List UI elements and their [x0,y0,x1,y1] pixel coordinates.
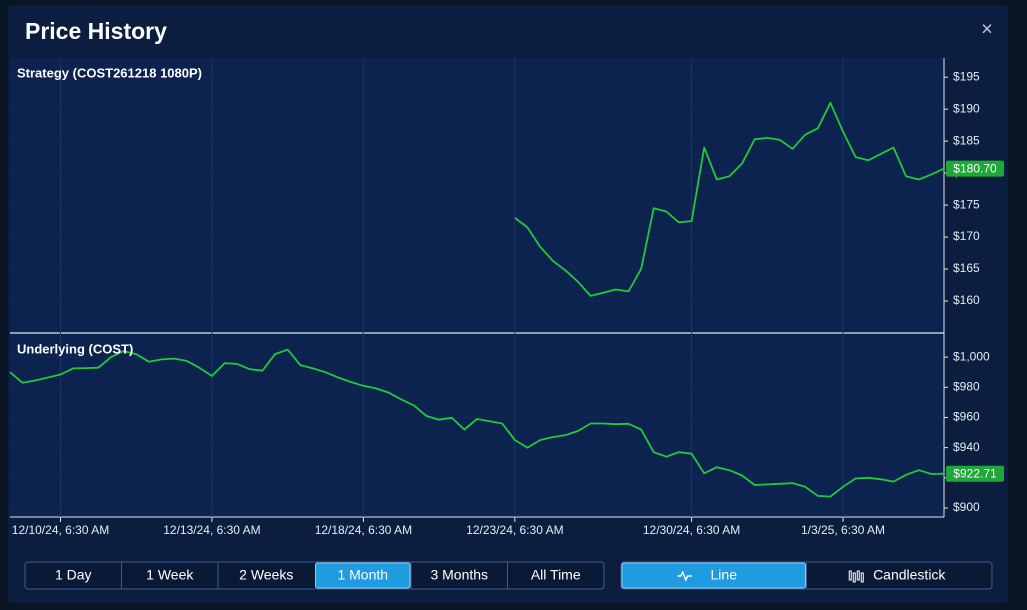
y-tick-label: $960 [953,410,980,424]
price-tag-label: $180.70 [953,161,997,175]
price-tag [946,465,1004,482]
x-tick-label: 12/23/24, 6:30 AM [466,523,563,537]
x-tick-label: 12/18/24, 6:30 AM [315,523,412,537]
button-active[interactable] [315,562,411,589]
y-tick-label: $1,000 [953,349,990,363]
x-tick-label: 12/30/24, 6:30 AM [643,523,740,537]
button-label[interactable]: 1 Month [337,567,388,583]
y-tick-label: $175 [953,197,980,211]
plot-area [10,58,944,517]
candle-icon [852,572,856,583]
y-tick-label: $195 [953,69,980,83]
candle-icon [856,570,860,581]
y-tick-label: $900 [953,500,980,514]
y-tick-label: $160 [953,293,980,307]
x-tick-label: 1/3/25, 6:30 AM [801,523,885,537]
button-label[interactable]: 1 Week [146,567,194,583]
price-line [514,101,945,297]
candle-icon [848,570,852,581]
chart-title: Underlying (COST) [17,341,133,356]
button-label[interactable]: All Time [531,567,581,583]
button-label[interactable]: Candlestick [873,567,946,583]
close-button[interactable]: × [981,18,993,40]
chart-title: Strategy (COST261218 1080P) [17,65,202,80]
y-tick-label: $940 [953,440,980,454]
line-icon [677,570,692,582]
price-tag-label: $922.71 [953,466,997,480]
button-active[interactable] [621,562,806,589]
price-line [9,348,945,498]
price-tag [946,160,1004,177]
button-label[interactable]: 2 Weeks [239,567,293,583]
x-tick-label: 12/10/24, 6:30 AM [12,523,109,537]
button-label[interactable]: Line [711,567,738,583]
button-group [24,561,605,590]
y-tick-label: $165 [953,261,980,275]
y-tick-label: $980 [953,379,980,393]
y-tick-label: $170 [953,229,980,243]
x-tick-label: 12/13/24, 6:30 AM [163,523,260,537]
y-tick-label: $190 [953,101,980,115]
candle-icon [860,572,864,583]
modal-title: Price History [25,18,167,44]
y-tick-label: $185 [953,133,980,147]
button-label[interactable]: 3 Months [430,567,488,583]
button-label[interactable]: 1 Day [55,567,92,583]
